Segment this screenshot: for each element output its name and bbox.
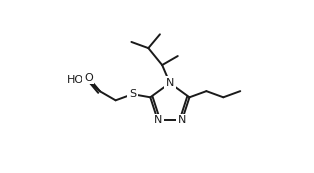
Text: N: N <box>166 78 174 88</box>
Text: S: S <box>129 89 136 99</box>
Text: N: N <box>154 115 162 125</box>
Text: HO: HO <box>68 75 84 85</box>
Text: O: O <box>84 72 93 83</box>
Text: N: N <box>178 115 186 125</box>
